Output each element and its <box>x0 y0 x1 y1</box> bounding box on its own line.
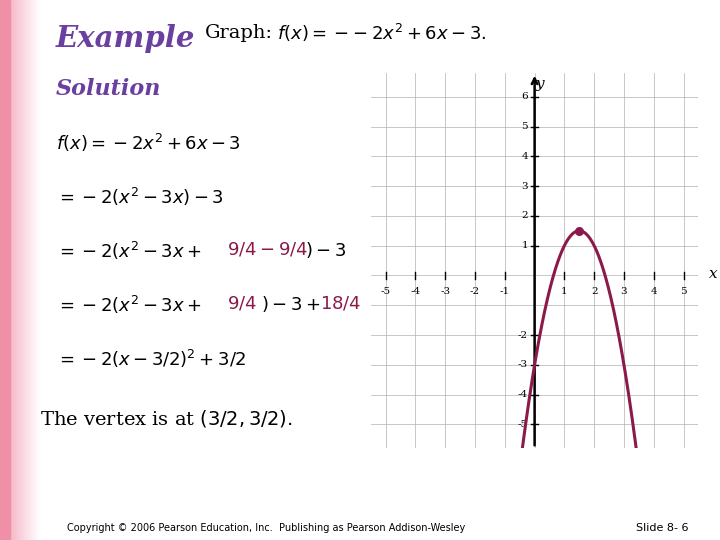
Text: $f(x) = -\!-2x^2 + 6x - 3.$: $f(x) = -\!-2x^2 + 6x - 3.$ <box>277 22 487 44</box>
Bar <box>18 0 19 540</box>
Text: $18/4$: $18/4$ <box>320 294 361 312</box>
Bar <box>11 0 12 540</box>
Text: 1: 1 <box>521 241 528 250</box>
Text: Graph:: Graph: <box>205 24 273 42</box>
Bar <box>26 0 27 540</box>
Bar <box>20 0 21 540</box>
Bar <box>36 0 37 540</box>
Bar <box>10 0 11 540</box>
Bar <box>4 0 5 540</box>
Text: Example: Example <box>56 24 196 53</box>
Bar <box>0 0 1 540</box>
Bar <box>29 0 30 540</box>
Bar <box>37 0 38 540</box>
Text: -5: -5 <box>381 287 391 296</box>
Bar <box>35 0 36 540</box>
Text: $f(x) = -2x^2 + 6x - 3$: $f(x) = -2x^2 + 6x - 3$ <box>56 132 241 154</box>
Text: $9/4$: $9/4$ <box>227 294 257 312</box>
Text: $) - 3$: $) - 3$ <box>305 240 346 260</box>
Text: y: y <box>536 77 544 91</box>
Bar <box>0 0 10 540</box>
Bar <box>33 0 34 540</box>
Bar <box>30 0 32 540</box>
Text: 4: 4 <box>650 287 657 296</box>
Bar <box>28 0 30 540</box>
Text: -4: -4 <box>518 390 528 399</box>
Text: Slide 8- 6: Slide 8- 6 <box>636 523 688 533</box>
Bar <box>34 0 35 540</box>
Text: $9/4 - 9/4$: $9/4 - 9/4$ <box>227 240 308 258</box>
Bar <box>14 0 15 540</box>
Bar <box>39 0 40 540</box>
Text: $= -2(x^2 - 3x +$: $= -2(x^2 - 3x +$ <box>56 294 202 316</box>
Text: -1: -1 <box>500 287 510 296</box>
Bar <box>5 0 6 540</box>
Bar <box>37 0 39 540</box>
Bar <box>3 0 4 540</box>
Bar <box>21 0 22 540</box>
Bar <box>27 0 29 540</box>
Text: -5: -5 <box>518 420 528 429</box>
Text: $= -2(x^2 - 3x +$: $= -2(x^2 - 3x +$ <box>56 240 202 262</box>
Bar <box>20 0 22 540</box>
Text: x: x <box>708 267 717 281</box>
Bar <box>15 0 16 540</box>
Text: Copyright © 2006 Pearson Education, Inc.  Publishing as Pearson Addison-Wesley: Copyright © 2006 Pearson Education, Inc.… <box>67 523 466 533</box>
Bar <box>36 0 37 540</box>
Bar <box>38 0 40 540</box>
Text: -2: -2 <box>470 287 480 296</box>
Bar <box>7 0 8 540</box>
Bar <box>31 0 32 540</box>
Bar <box>25 0 26 540</box>
Bar <box>32 0 33 540</box>
Text: -2: -2 <box>518 330 528 340</box>
Text: 6: 6 <box>521 92 528 102</box>
Bar <box>6 0 8 540</box>
Bar <box>30 0 31 540</box>
Bar <box>17 0 18 540</box>
Text: -3: -3 <box>518 360 528 369</box>
Bar <box>12 0 13 540</box>
Text: $= -2(x - 3/2)^2 + 3/2$: $= -2(x - 3/2)^2 + 3/2$ <box>56 348 246 370</box>
Text: $) - 3 +$: $) - 3 +$ <box>261 294 320 314</box>
Text: -4: -4 <box>410 287 420 296</box>
Text: The vertex is at $(3/2, 3/2).$: The vertex is at $(3/2, 3/2).$ <box>40 408 292 429</box>
Bar <box>23 0 24 540</box>
Text: 3: 3 <box>621 287 627 296</box>
Text: 4: 4 <box>521 152 528 161</box>
Text: Solution: Solution <box>56 78 161 100</box>
Text: 5: 5 <box>680 287 687 296</box>
Text: 1: 1 <box>561 287 567 296</box>
Bar <box>22 0 24 540</box>
Bar <box>14 0 16 540</box>
Bar <box>8 0 9 540</box>
Text: $= -2(x^2 - 3x) - 3$: $= -2(x^2 - 3x) - 3$ <box>56 186 224 208</box>
Text: 2: 2 <box>521 211 528 220</box>
Text: -3: -3 <box>440 287 450 296</box>
Bar <box>27 0 28 540</box>
Bar <box>4 0 6 540</box>
Bar <box>22 0 23 540</box>
Bar <box>12 0 14 540</box>
Bar <box>19 0 20 540</box>
Bar <box>2 0 3 540</box>
Text: 5: 5 <box>521 122 528 131</box>
Bar <box>1 0 2 540</box>
Bar <box>16 0 17 540</box>
Bar <box>6 0 7 540</box>
Bar <box>13 0 14 540</box>
Bar <box>9 0 10 540</box>
Bar <box>24 0 25 540</box>
Text: 2: 2 <box>591 287 598 296</box>
Text: 3: 3 <box>521 181 528 191</box>
